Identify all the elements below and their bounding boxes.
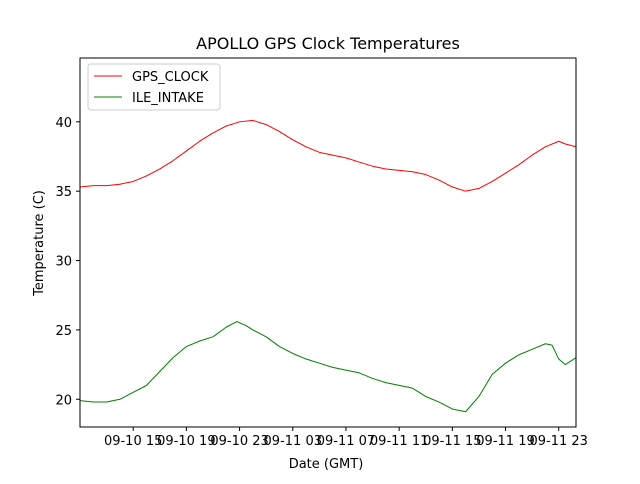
x-tick-label: 09-10 15 (104, 434, 162, 449)
legend: GPS_CLOCK ILE_INTAKE (87, 63, 221, 111)
series-line-gps-clock (80, 119, 576, 192)
x-tick-label: 09-10 19 (157, 434, 215, 449)
y-tick-label: 20 (55, 393, 72, 408)
y-tick-label: 30 (55, 255, 72, 270)
y-tick-label: 25 (55, 324, 72, 339)
x-tick-label: 09-10 23 (210, 434, 268, 449)
x-tick-label: 09-11 19 (476, 434, 534, 449)
series-line-ile-intake (80, 321, 576, 413)
y-tick-label: 40 (55, 116, 72, 131)
x-axis-label: Date (GMT) (289, 457, 364, 472)
y-axis-label: Temperature (C) (32, 190, 47, 297)
x-tick-label: 09-11 03 (264, 434, 322, 449)
x-tick-label: 09-11 15 (423, 434, 481, 449)
plot-area (80, 119, 576, 413)
x-tick-label: 09-11 23 (529, 434, 587, 449)
chart-title: APOLLO GPS Clock Temperatures (196, 34, 460, 53)
axes-frame (79, 57, 577, 428)
x-tick-label: 09-11 11 (370, 434, 428, 449)
legend-label: GPS_CLOCK (132, 70, 209, 85)
legend-label: ILE_INTAKE (132, 91, 204, 106)
y-tick-label: 35 (55, 185, 72, 200)
x-tick-label: 09-11 07 (317, 434, 375, 449)
